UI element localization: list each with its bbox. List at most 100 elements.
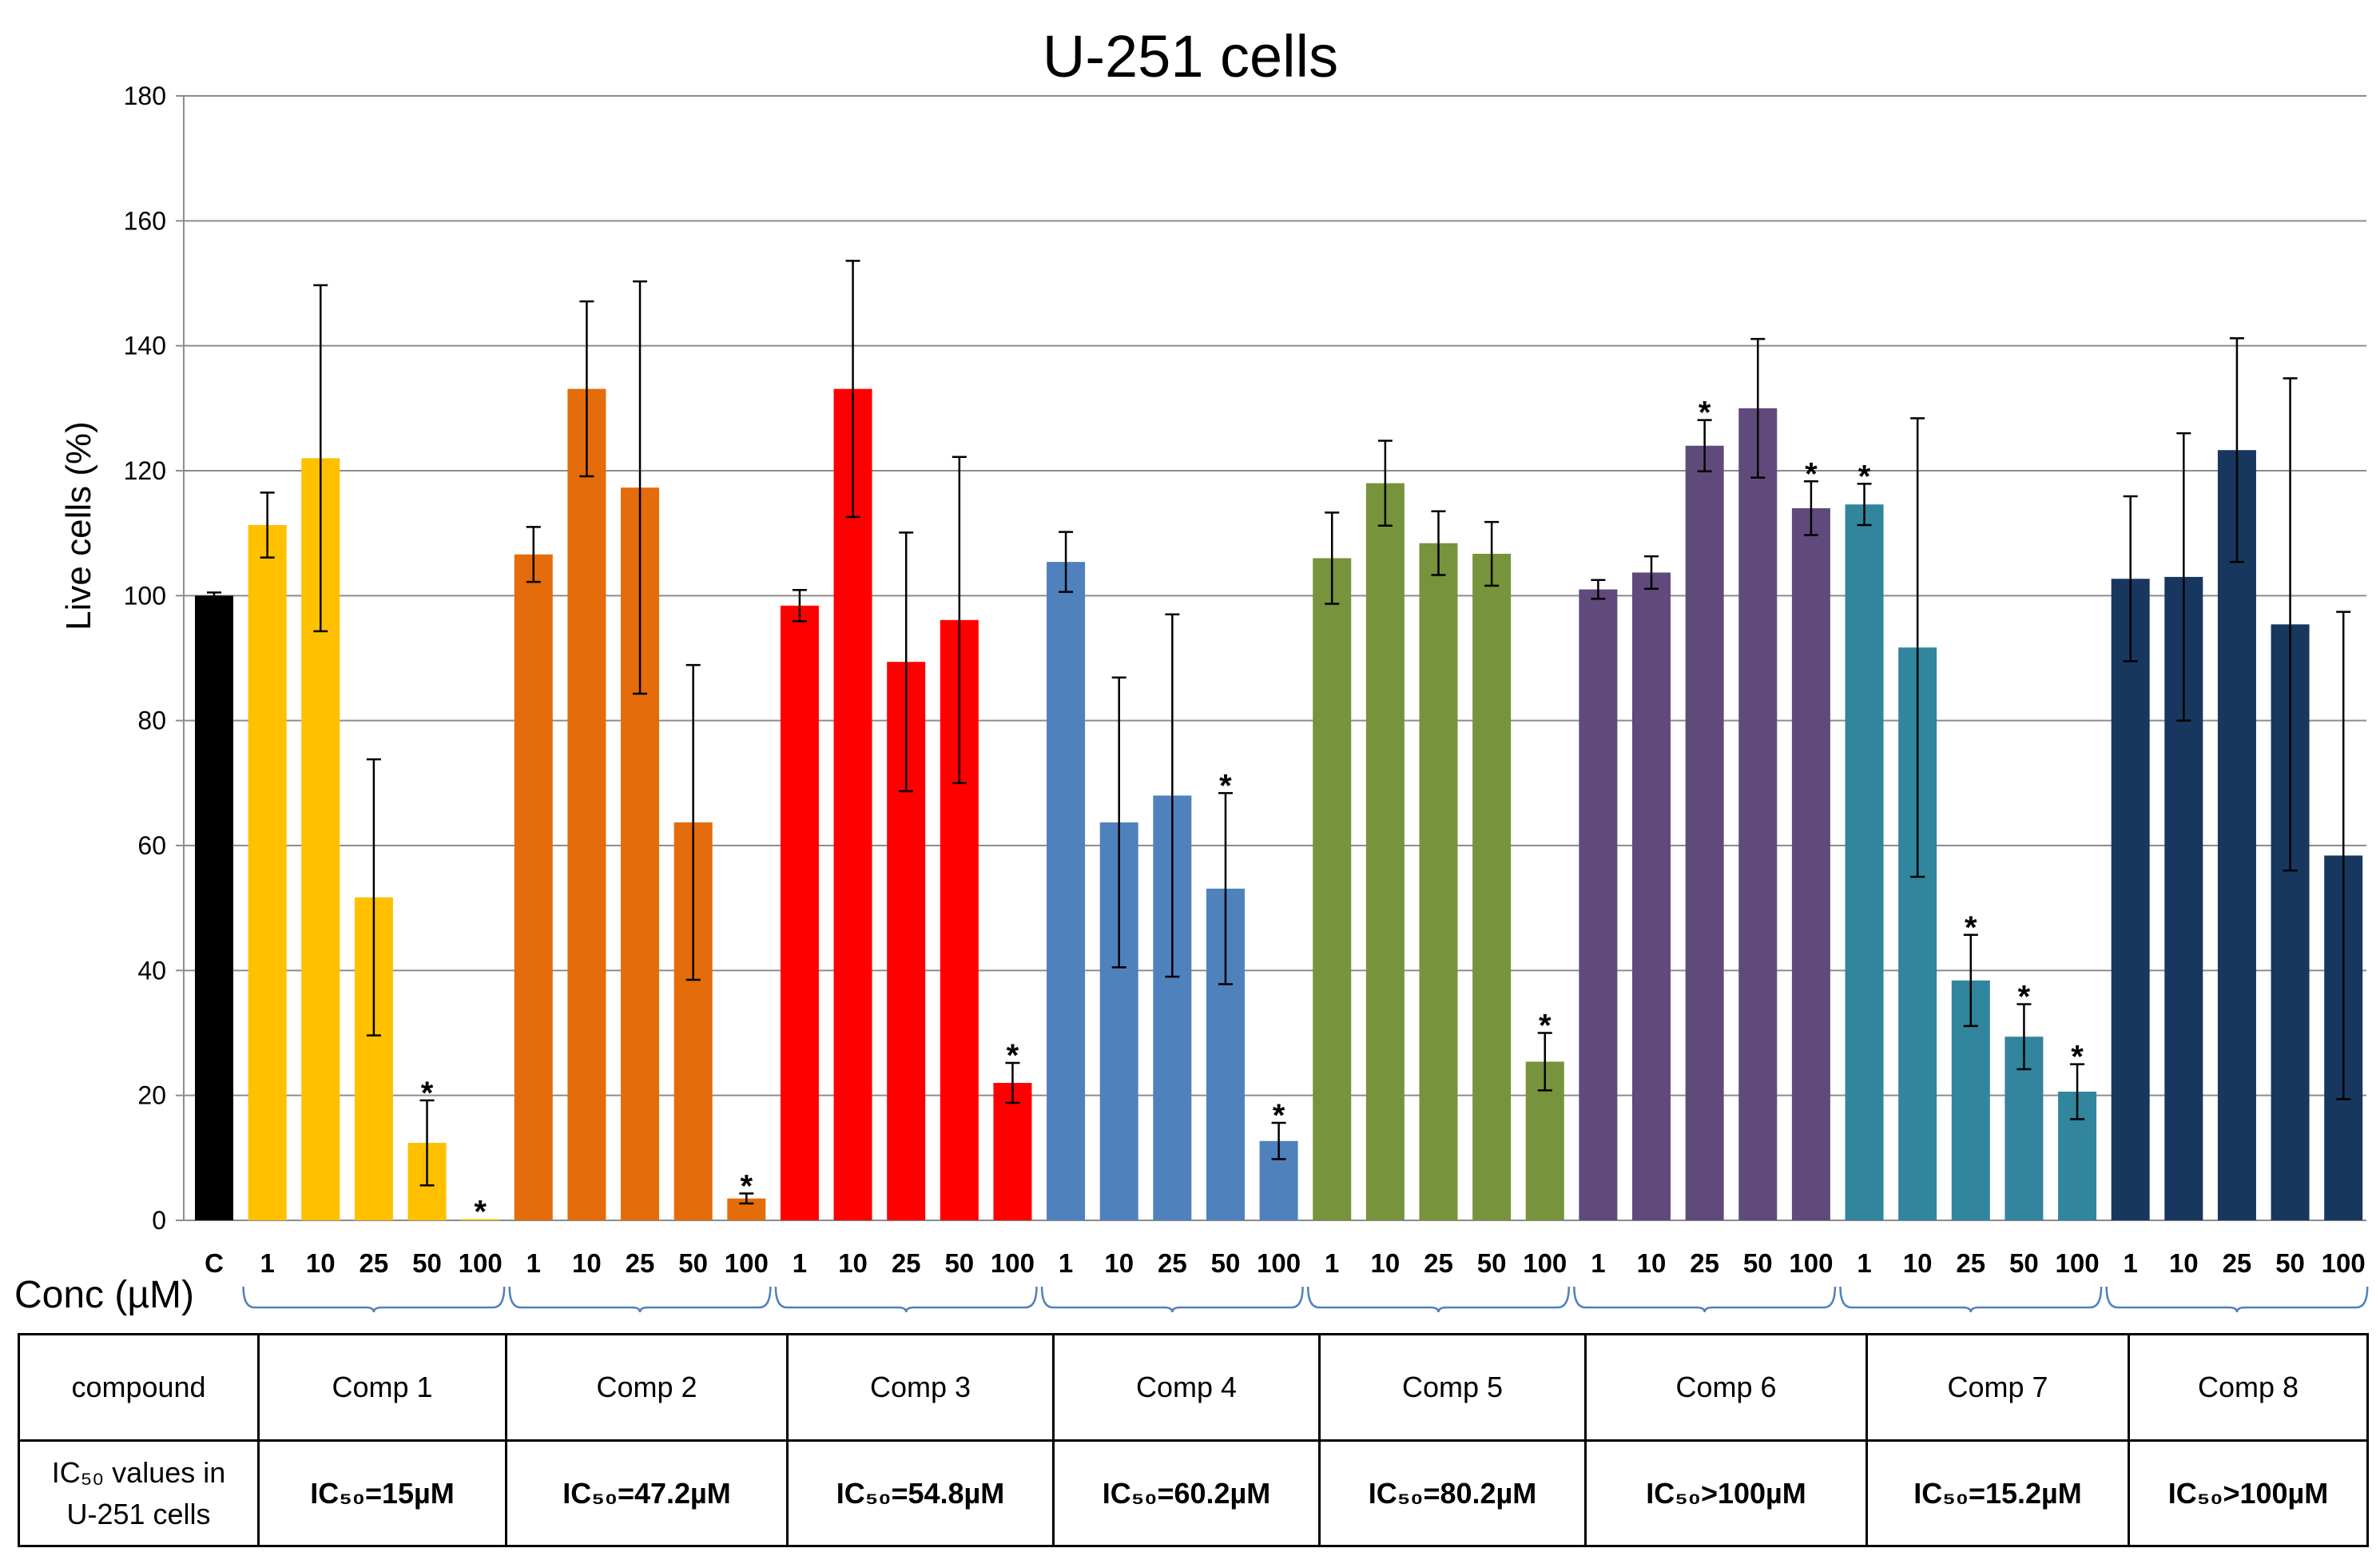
group-bracket — [1573, 1286, 1837, 1313]
x-tick-label: 25 — [626, 1248, 655, 1278]
bar — [993, 1083, 1032, 1220]
x-tick-label: 50 — [2275, 1248, 2305, 1278]
ic50-table: compound Comp 1 Comp 2 Comp 3 Comp 4 Com… — [18, 1333, 2369, 1547]
table-row-compound: compound Comp 1 Comp 2 Comp 3 Comp 4 Com… — [18, 1333, 2369, 1442]
bar — [461, 1219, 500, 1220]
significance-star: * — [2071, 1040, 2084, 1075]
group-bracket — [242, 1286, 506, 1313]
x-tick-label: 100 — [725, 1248, 769, 1278]
bar — [1047, 562, 1086, 1220]
group-bracket — [1040, 1286, 1304, 1313]
x-tick-label: 25 — [892, 1248, 921, 1278]
x-tick-label: 10 — [306, 1248, 336, 1278]
group-bracket — [2105, 1286, 2369, 1313]
bar — [195, 595, 233, 1220]
x-tick-label: 50 — [412, 1248, 442, 1278]
compound-name-cell: Comp 6 — [1584, 1333, 1868, 1442]
y-tick-label: 140 — [124, 332, 166, 360]
x-tick-label: 1 — [2124, 1248, 2138, 1278]
group-bracket — [508, 1286, 772, 1313]
x-tick-label: 50 — [1743, 1248, 1773, 1278]
x-tick-label: C — [205, 1248, 224, 1278]
significance-star: * — [1539, 1009, 1552, 1044]
ic50-header-text: IC₅₀ values in U-251 cells — [51, 1455, 226, 1530]
x-tick-label: 25 — [1956, 1248, 1985, 1278]
y-tick-label: 120 — [124, 456, 166, 485]
ic50-value-cell: IC₅₀>100µM — [2128, 1439, 2369, 1547]
significance-star: * — [1965, 910, 1977, 945]
bar — [1579, 589, 1618, 1220]
bar — [780, 605, 819, 1220]
bar — [1472, 553, 1512, 1220]
compound-name-cell: Comp 1 — [257, 1333, 507, 1442]
bar — [248, 525, 287, 1220]
x-tick-label: 25 — [2223, 1248, 2252, 1278]
x-tick-label: 10 — [1637, 1248, 1667, 1278]
bar — [1791, 507, 1830, 1220]
y-tick-label: 0 — [152, 1206, 166, 1235]
x-tick-label: 100 — [2056, 1248, 2100, 1278]
group-bracket — [1839, 1286, 2103, 1313]
bar — [1313, 558, 1352, 1220]
x-tick-label: 1 — [1591, 1248, 1605, 1278]
y-tick-label: 60 — [137, 831, 166, 860]
compound-name-cell: Comp 7 — [1865, 1333, 2130, 1442]
bar — [1685, 445, 1724, 1220]
bar — [1419, 543, 1458, 1220]
x-tick-label: 25 — [1158, 1248, 1187, 1278]
x-tick-label: 10 — [838, 1248, 868, 1278]
bar — [1738, 408, 1778, 1220]
table-header-ic50: IC₅₀ values in U-251 cells — [18, 1439, 260, 1547]
ic50-value-cell: IC₅₀=60.2µM — [1052, 1439, 1321, 1547]
x-tick-label: 50 — [944, 1248, 974, 1278]
significance-star: * — [1007, 1038, 1019, 1073]
ic50-value-cell: IC₅₀=15.2µM — [1865, 1439, 2130, 1547]
y-tick-label: 160 — [124, 206, 166, 235]
x-tick-label: 10 — [1104, 1248, 1134, 1278]
significance-star: * — [741, 1168, 753, 1204]
x-tick-label: 1 — [526, 1248, 541, 1278]
x-tick-label: 50 — [1211, 1248, 1241, 1278]
ic50-value-cell: IC₅₀=15µM — [257, 1439, 507, 1547]
table-header-compound: compound — [18, 1333, 260, 1442]
ic50-value-cell: IC₅₀=54.8µM — [786, 1439, 1055, 1547]
ic50-value-cell: IC₅₀=80.2µM — [1318, 1439, 1587, 1547]
y-tick-label: 180 — [124, 82, 166, 110]
compound-name-cell: Comp 3 — [786, 1333, 1055, 1442]
x-tick-label: 10 — [572, 1248, 602, 1278]
chart-title: U-251 cells — [1043, 23, 1338, 90]
compound-name-cell: Comp 2 — [505, 1333, 789, 1442]
group-bracket — [774, 1286, 1038, 1313]
bar — [2217, 450, 2256, 1220]
x-tick-label: 1 — [1059, 1248, 1073, 1278]
significance-star: * — [1805, 456, 1818, 491]
significance-star: * — [421, 1076, 434, 1111]
bar — [567, 388, 606, 1220]
bar — [833, 388, 872, 1220]
y-tick-label: 40 — [137, 956, 166, 985]
x-tick-label: 100 — [1257, 1248, 1301, 1278]
x-tick-label: 25 — [360, 1248, 389, 1278]
compound-name-cell: Comp 4 — [1052, 1333, 1321, 1442]
bar — [1632, 572, 1671, 1220]
x-tick-label: 100 — [991, 1248, 1035, 1278]
significance-star: * — [474, 1194, 487, 1229]
x-tick-label: 10 — [2169, 1248, 2199, 1278]
significance-star: * — [1273, 1098, 1285, 1133]
x-tick-label: 100 — [459, 1248, 503, 1278]
x-tick-label: 1 — [1857, 1248, 1871, 1278]
bar — [1845, 504, 1884, 1220]
bar — [2111, 579, 2150, 1220]
significance-star: * — [1858, 459, 1871, 494]
x-tick-label: 50 — [2009, 1248, 2039, 1278]
group-bracket — [1306, 1286, 1570, 1313]
y-axis-title: Live cells (%) — [59, 421, 98, 631]
x-tick-label: 1 — [260, 1248, 274, 1278]
compound-name-cell: Comp 5 — [1318, 1333, 1587, 1442]
x-tick-label: 100 — [1789, 1248, 1833, 1278]
ic50-value-cell: IC₅₀>100µM — [1584, 1439, 1868, 1547]
significance-star: * — [1219, 768, 1232, 803]
x-tick-label: 10 — [1903, 1248, 1933, 1278]
x-axis-title-conc: Conc (µM) — [14, 1274, 194, 1316]
